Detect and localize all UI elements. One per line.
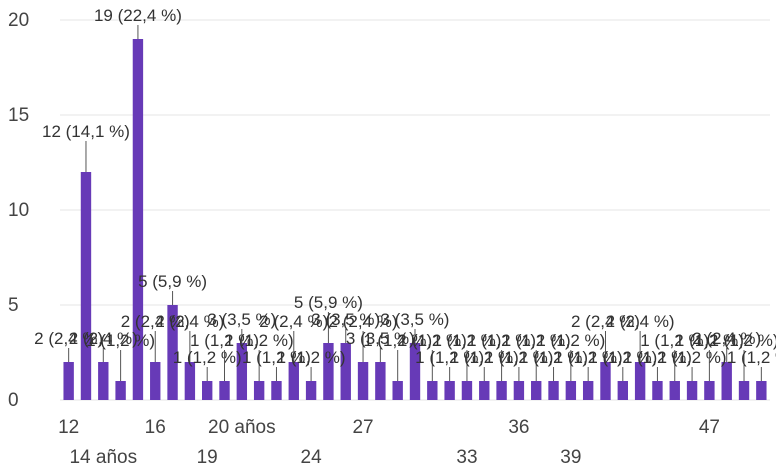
data-label: 3 (3,5 %) [381,310,450,329]
data-label: 2 (2,4 %) [34,329,103,348]
data-label: 2 (2,4 %) [606,312,675,331]
bar [323,343,334,400]
data-label: 3 (3,5 %) [346,329,415,348]
bar [63,362,74,400]
data-label: 1 (1,2 %) [398,331,467,350]
bar [271,381,282,400]
bar [721,362,732,400]
bar [738,381,750,400]
x-tick-label: 33 [456,447,477,468]
bar [236,343,248,400]
bar [634,362,646,400]
bar [184,362,196,400]
data-label: 5 (5,9 %) [294,293,363,312]
bar [357,362,369,400]
bar [704,381,715,400]
y-tick-label: 20 [8,10,29,31]
data-label: 2 (2,4 %) [692,329,761,348]
data-label: 3 (3,5 %) [207,310,276,329]
bars [63,39,767,400]
bar [652,381,663,400]
bar [202,381,213,400]
data-label: 1 (1,2 %) [640,331,709,350]
data-label: 2 (2,4 %) [329,312,398,331]
bar [444,381,455,400]
x-tick-label: 36 [508,417,529,438]
bar [496,381,507,400]
data-label: 2 (2,4 %) [259,312,328,331]
y-tick-label: 5 [8,295,19,316]
bar [565,381,577,400]
bar [115,381,126,400]
data-label: 2 (2,4 %) [571,312,640,331]
x-tick-label: 12 [58,417,79,438]
bar [80,172,92,400]
data-label: 12 (14,1 %) [42,122,130,141]
bar [617,381,628,400]
data-label: 1 (1,2 %) [225,331,294,350]
bar [167,305,178,400]
data-label: 1 (1,2 %) [277,348,346,367]
bar [686,381,698,400]
data-label: 1 (1,2 %) [86,331,155,350]
x-tick-label: 47 [699,417,720,438]
gridlines [60,19,770,401]
data-label: 2 (2,4 %) [121,312,190,331]
bar [392,381,403,400]
y-axis-ticks: 0 5 10 15 20 [8,10,29,411]
bar [288,362,299,400]
bar [461,381,473,400]
x-axis-ticks: 12 14 años 16 19 20 años 24 27 33 36 39 47 [58,417,720,468]
bar [132,39,144,400]
y-tick-label: 10 [8,200,29,221]
x-tick-label: 14 años [69,447,137,468]
data-label: 1 (1,2 %) [502,331,571,350]
bar [253,381,265,400]
data-label: 1 (1,2 %) [658,348,727,367]
x-tick-label: 24 [301,447,323,468]
data-label: 1 (1,2 %) [675,331,744,350]
bar [305,381,317,400]
data-label: 1 (1,2 %) [710,331,776,350]
data-labels: 2 (2,4 %)12 (14,1 %)2 (2,4 %)1 (1,2 %)19… [34,6,776,381]
y-tick-label: 15 [8,105,29,126]
data-label: 19 (22,4 %) [94,6,182,25]
bar [582,381,594,400]
x-tick-label: 20 años [208,417,276,438]
bar [409,343,421,400]
bar [669,381,680,400]
data-label: 3 (3,5 %) [311,310,380,329]
data-label: 1 (1,2 %) [727,348,776,367]
x-tick-label: 39 [560,447,581,468]
bar [375,362,386,400]
bar [150,362,161,400]
x-tick-label: 19 [197,447,218,468]
bar [219,381,230,400]
data-label: 1 (1,2 %) [536,331,605,350]
data-label: 5 (5,9 %) [138,272,207,291]
bar [427,381,438,400]
x-tick-label: 27 [352,417,373,438]
bar [513,381,525,400]
bar [340,343,351,400]
y-tick-label: 0 [8,390,19,411]
bar [600,362,611,400]
x-tick-label: 16 [145,417,166,438]
data-label: 1 (1,2 %) [467,331,536,350]
bar [756,381,767,400]
data-label: 1 (1,2 %) [432,331,501,350]
bar [531,381,542,400]
bar [548,381,559,400]
data-label: 1 (1,2 %) [173,348,242,367]
bar [98,362,109,400]
data-label: 2 (2,4 %) [155,312,224,331]
bar [479,381,490,400]
data-label: 2 (2,4 %) [69,329,138,348]
